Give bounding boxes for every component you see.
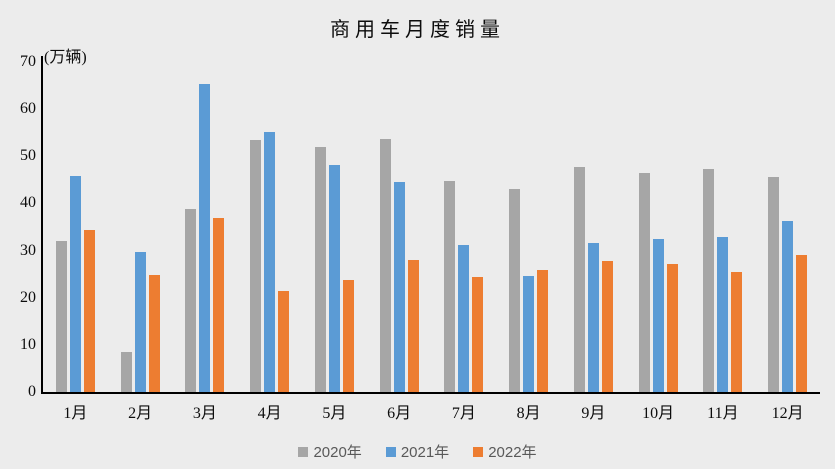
bar-group-10月 bbox=[638, 172, 678, 392]
bar-group-11月 bbox=[703, 169, 743, 392]
bar-2020年-11月 bbox=[703, 169, 715, 392]
bar-group-7月 bbox=[444, 180, 484, 392]
y-tick-label: 50 bbox=[20, 147, 36, 165]
bar-group-6月 bbox=[379, 139, 419, 392]
bar-2022年-5月 bbox=[342, 279, 354, 392]
bar-2021年-7月 bbox=[458, 244, 470, 392]
y-axis-unit-label: (万辆) bbox=[44, 49, 87, 66]
bar-group-9月 bbox=[573, 167, 613, 392]
legend-swatch-icon bbox=[473, 446, 484, 457]
bar-2021年-4月 bbox=[264, 132, 276, 392]
y-tick-label: 40 bbox=[20, 194, 36, 212]
bar-2022年-4月 bbox=[278, 290, 290, 392]
bar-2022年-7月 bbox=[472, 277, 484, 392]
bar-2022年-2月 bbox=[148, 274, 160, 392]
x-axis-label-12月: 12月 bbox=[771, 405, 804, 422]
legend-label: 2021年 bbox=[400, 444, 450, 461]
bar-group-3月 bbox=[185, 84, 225, 392]
x-axis-label-9月: 9月 bbox=[581, 405, 606, 422]
x-axis-label-8月: 8月 bbox=[516, 405, 541, 422]
bar-2021年-11月 bbox=[717, 236, 729, 392]
y-tick-label: 0 bbox=[28, 383, 36, 400]
x-axis-line bbox=[41, 392, 820, 394]
x-axis-label-2月: 2月 bbox=[128, 405, 153, 422]
legend-label: 2020年 bbox=[313, 444, 362, 461]
x-axis-label-11月: 11月 bbox=[707, 405, 739, 422]
bar-2021年-12月 bbox=[782, 220, 794, 392]
bar-2020年-12月 bbox=[768, 176, 780, 392]
y-tick-label: 10 bbox=[20, 335, 36, 353]
bar-2020年-9月 bbox=[573, 167, 585, 392]
bar-2020年-2月 bbox=[120, 351, 132, 392]
x-axis-label-1月: 1月 bbox=[63, 405, 88, 422]
bar-2020年-4月 bbox=[250, 140, 262, 392]
legend-item-2021年: 2021年 bbox=[385, 441, 450, 462]
bar-2020年-7月 bbox=[444, 180, 456, 392]
bar-group-1月 bbox=[55, 176, 95, 392]
legend-item-2020年: 2020年 bbox=[298, 441, 362, 462]
bar-2022年-1月 bbox=[83, 229, 95, 392]
bar-2020年-8月 bbox=[509, 188, 521, 392]
y-tick-label: 70 bbox=[20, 53, 36, 70]
bar-2021年-8月 bbox=[523, 275, 535, 392]
bar-2020年-10月 bbox=[638, 172, 650, 392]
y-axis-line bbox=[41, 56, 43, 393]
bar-2021年-5月 bbox=[328, 165, 340, 392]
x-axis-label-10月: 10月 bbox=[642, 405, 675, 422]
legend-swatch-icon bbox=[298, 446, 309, 457]
bar-2022年-10月 bbox=[666, 263, 678, 392]
bar-group-8月 bbox=[509, 188, 549, 392]
bar-2022年-9月 bbox=[601, 260, 613, 392]
bar-group-2月 bbox=[120, 251, 160, 392]
bar-2021年-10月 bbox=[652, 239, 664, 392]
bar-2022年-11月 bbox=[731, 272, 743, 392]
bar-2020年-6月 bbox=[379, 139, 391, 392]
bar-2022年-6月 bbox=[407, 260, 419, 392]
y-tick-label: 30 bbox=[20, 241, 36, 259]
bar-2022年-8月 bbox=[537, 270, 549, 392]
bar-2022年-3月 bbox=[213, 217, 225, 392]
bar-group-4月 bbox=[250, 132, 290, 392]
y-tick-label: 20 bbox=[20, 288, 36, 306]
x-axis-label-7月: 7月 bbox=[451, 405, 476, 422]
bar-2020年-3月 bbox=[185, 208, 197, 392]
bar-2021年-1月 bbox=[69, 176, 81, 392]
x-axis-labels: 1月 2月 3月 4月 5月 6月 7月 8月 9月 10月 11月 12月 bbox=[43, 399, 820, 423]
bar-2021年-3月 bbox=[199, 84, 211, 392]
bar-2021年-9月 bbox=[587, 243, 599, 392]
bar-2020年-1月 bbox=[55, 241, 67, 392]
legend-swatch-icon bbox=[385, 446, 396, 457]
x-axis-label-6月: 6月 bbox=[387, 405, 412, 422]
x-axis-label-5月: 5月 bbox=[322, 405, 347, 422]
x-axis-label-4月: 4月 bbox=[257, 405, 282, 422]
legend: 2020年 2021年 2022年 bbox=[0, 441, 835, 462]
plot-area bbox=[43, 62, 820, 392]
x-axis-label-3月: 3月 bbox=[192, 405, 217, 422]
y-tick-label: 60 bbox=[20, 100, 36, 118]
legend-item-2022年: 2022年 bbox=[473, 441, 537, 462]
chart-title: 商用车月度销量 bbox=[330, 19, 505, 41]
bar-2022年-12月 bbox=[796, 254, 808, 392]
bar-group-12月 bbox=[768, 176, 808, 392]
bar-2020年-5月 bbox=[314, 146, 326, 392]
bar-2021年-2月 bbox=[134, 251, 146, 392]
legend-label: 2022年 bbox=[488, 444, 537, 461]
bar-group-5月 bbox=[314, 146, 354, 392]
bar-2021年-6月 bbox=[393, 182, 405, 392]
